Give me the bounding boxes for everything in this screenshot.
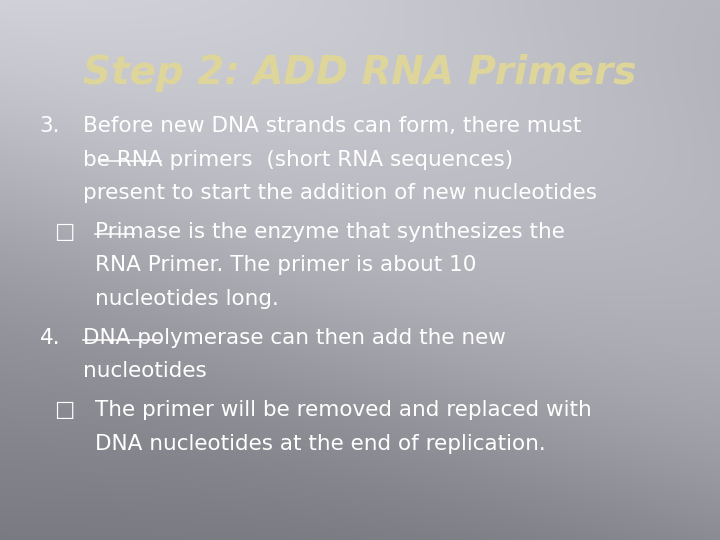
Text: Before new DNA strands can form, there must: Before new DNA strands can form, there m… [83,116,581,136]
Text: □: □ [54,222,74,242]
Text: 4.: 4. [40,328,60,348]
Text: The primer will be removed and replaced with: The primer will be removed and replaced … [95,400,592,420]
Text: DNA nucleotides at the end of replication.: DNA nucleotides at the end of replicatio… [95,434,546,454]
Text: nucleotides: nucleotides [83,361,207,381]
Text: be RNA primers  (short RNA sequences): be RNA primers (short RNA sequences) [83,150,513,170]
Text: Primase is the enzyme that synthesizes the: Primase is the enzyme that synthesizes t… [95,222,565,242]
Text: nucleotides long.: nucleotides long. [95,289,279,309]
Text: 3.: 3. [40,116,60,136]
Text: DNA polymerase can then add the new: DNA polymerase can then add the new [83,328,505,348]
Text: present to start the addition of new nucleotides: present to start the addition of new nuc… [83,183,597,203]
Text: RNA Primer. The primer is about 10: RNA Primer. The primer is about 10 [95,255,477,275]
Text: Step 2: ADD RNA Primers: Step 2: ADD RNA Primers [84,54,636,92]
Text: □: □ [54,400,74,420]
